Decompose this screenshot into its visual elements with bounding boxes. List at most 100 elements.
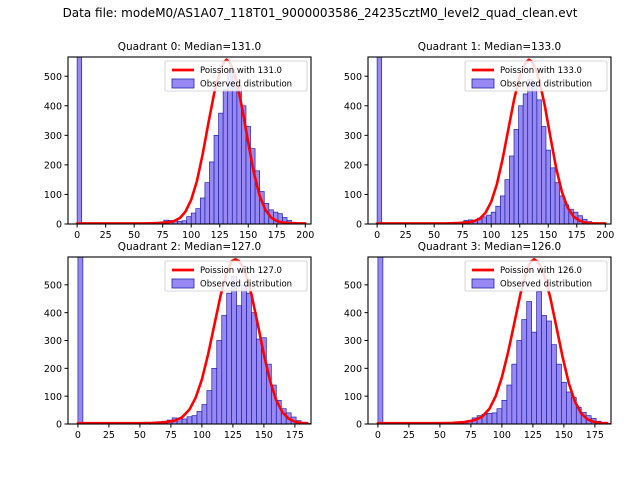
legend-box: [164, 60, 308, 92]
panel-title: Quadrant 1: Median=133.0: [418, 41, 561, 53]
legend-label: Poission with 127.0: [200, 266, 282, 276]
poisson-curve: [375, 58, 607, 224]
x-tick-label: 75: [465, 430, 477, 441]
x-tick-label: 25: [400, 230, 412, 241]
y-tick-label: 0: [356, 420, 362, 431]
legend-label: Observed distribution: [200, 280, 292, 290]
histogram-bars: [377, 257, 611, 424]
x-tick-label: 150: [539, 230, 557, 241]
y-tick-label: 0: [356, 220, 362, 231]
y-tick-label: 100: [44, 392, 62, 403]
x-tick-label: 175: [568, 230, 586, 241]
x-tick-label: 100: [182, 230, 200, 241]
y-tick-label: 200: [44, 364, 62, 375]
y-tick-label: 100: [344, 392, 362, 403]
x-tick-label: 100: [193, 430, 211, 441]
poisson-curve: [75, 58, 307, 224]
plot-area: [75, 57, 307, 224]
y-tick-label: 500: [44, 72, 62, 83]
x-tick-label: 50: [128, 230, 140, 241]
y-tick-label: 300: [344, 131, 362, 142]
legend-label: Observed distribution: [500, 280, 592, 290]
legend-patch-swatch: [471, 78, 495, 89]
plot-area: [76, 257, 311, 424]
x-tick-label: 100: [482, 230, 500, 241]
legend-patch-swatch: [171, 278, 195, 289]
y-tick-label: 100: [44, 190, 62, 201]
y-tick-label: 500: [344, 72, 362, 83]
x-tick-label: 125: [524, 430, 542, 441]
chart-panel-top-left: Quadrant 0: Median=131.0 0 25 50 75 100 125 150…: [44, 41, 315, 241]
x-tick-label: 50: [428, 230, 440, 241]
figure-suptitle: Data file: modeM0/AS1A07_118T01_90000035…: [62, 6, 578, 20]
y-tick-label: 0: [56, 220, 62, 231]
legend-label: Poission with 131.0: [200, 66, 282, 76]
panel-title: Quadrant 0: Median=131.0: [118, 41, 261, 53]
y-tick-label: 100: [344, 190, 362, 201]
plot-area: [375, 57, 607, 224]
legend-box: [464, 260, 608, 292]
legend-label: Observed distribution: [500, 80, 592, 90]
x-tick-label: 0: [375, 430, 381, 441]
legend[interactable]: Poission with 127.0 Observed distribution: [164, 260, 308, 292]
x-tick-label: 175: [286, 430, 304, 441]
x-tick-label: 25: [403, 430, 415, 441]
x-tick-label: 50: [134, 430, 146, 441]
x-tick-label: 0: [75, 430, 81, 441]
x-tick-label: 125: [211, 230, 229, 241]
x-tick-label: 150: [255, 430, 273, 441]
chart-panel-bottom-left: Quadrant 2: Median=127.0 0 25 50 75 100 125 150…: [44, 241, 312, 441]
histogram-bars: [376, 57, 606, 224]
legend-patch-swatch: [471, 278, 495, 289]
y-tick-label: 400: [44, 101, 62, 112]
x-tick-label: 150: [239, 230, 257, 241]
chart-panel-bottom-right: Quadrant 3: Median=126.0 0 25 50 75 100 125 150…: [344, 241, 612, 441]
histogram-bars: [76, 57, 306, 224]
x-tick-label: 200: [296, 230, 314, 241]
legend-patch-swatch: [171, 78, 195, 89]
x-tick-label: 75: [157, 230, 169, 241]
x-tick-label: 175: [268, 230, 286, 241]
chart-panel-top-right: Quadrant 1: Median=133.0 0 25 50 75 100 125 150…: [344, 41, 615, 241]
x-tick-label: 25: [100, 230, 112, 241]
x-tick-label: 175: [586, 430, 604, 441]
y-tick-label: 400: [344, 101, 362, 112]
x-tick-label: 75: [165, 430, 177, 441]
plot-area: [376, 257, 611, 424]
y-tick-label: 300: [44, 131, 62, 142]
legend-label: Poission with 133.0: [500, 66, 582, 76]
x-tick-label: 75: [457, 230, 469, 241]
axes-frame: [67, 56, 312, 225]
x-tick-label: 200: [596, 230, 614, 241]
x-tick-label: 0: [374, 230, 380, 241]
y-tick-label: 500: [44, 280, 62, 291]
y-tick-label: 400: [344, 308, 362, 319]
histogram-bars: [77, 257, 311, 424]
x-tick-label: 125: [511, 230, 529, 241]
legend-box: [164, 260, 308, 292]
axes-frame: [367, 56, 612, 225]
x-tick-label: 100: [493, 430, 511, 441]
legend[interactable]: Poission with 126.0 Observed distribution: [464, 260, 608, 292]
legend-box: [464, 60, 608, 92]
y-tick-label: 200: [344, 364, 362, 375]
legend-label: Poission with 126.0: [500, 266, 582, 276]
y-tick-label: 200: [344, 160, 362, 171]
x-tick-label: 50: [434, 430, 446, 441]
x-tick-label: 25: [103, 430, 115, 441]
legend[interactable]: Poission with 131.0 Observed distribution: [164, 60, 308, 92]
y-tick-label: 400: [44, 308, 62, 319]
y-tick-label: 300: [344, 336, 362, 347]
y-tick-label: 200: [44, 160, 62, 171]
legend-label: Observed distribution: [200, 80, 292, 90]
panel-title: Quadrant 2: Median=127.0: [118, 241, 261, 253]
legend[interactable]: Poission with 133.0 Observed distribution: [464, 60, 608, 92]
y-tick-label: 0: [56, 420, 62, 431]
x-tick-label: 0: [74, 230, 80, 241]
x-tick-label: 125: [224, 430, 242, 441]
panel-title: Quadrant 3: Median=126.0: [418, 241, 561, 253]
y-tick-label: 500: [344, 280, 362, 291]
x-tick-label: 150: [555, 430, 573, 441]
